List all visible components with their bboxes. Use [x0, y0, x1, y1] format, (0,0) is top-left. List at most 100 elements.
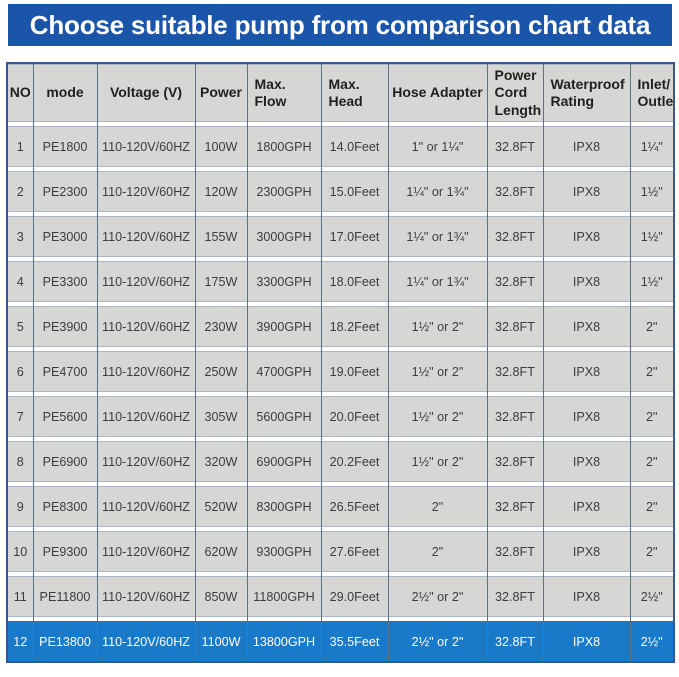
column-header-voltage: Voltage (V)	[96, 63, 195, 126]
column-header-inlet-outlet: Inlet/ Outlet	[629, 63, 674, 126]
table-cell: IPX8	[542, 171, 630, 216]
table-cell: 8	[7, 441, 33, 486]
table-cell: 100W	[194, 126, 247, 171]
table-cell: 2"	[387, 531, 487, 576]
table-cell: 13800GPH	[246, 621, 321, 662]
table-cell: 32.8FT	[486, 621, 543, 662]
table-cell: PE3000	[32, 216, 97, 261]
table-cell: 110-120V/60HZ	[96, 396, 195, 441]
table-header: NO mode Voltage (V) Power Max. Flow Max.…	[7, 63, 674, 126]
table-cell: 2"	[629, 396, 674, 441]
table-cell: IPX8	[542, 486, 630, 531]
table-cell: PE5600	[32, 396, 97, 441]
table-cell: 1	[7, 126, 33, 171]
column-header-hose-adapter: Hose Adapter	[387, 63, 487, 126]
table-cell: PE2300	[32, 171, 97, 216]
table-cell: 3300GPH	[246, 261, 321, 306]
table-cell: 110-120V/60HZ	[96, 216, 195, 261]
table-cell: PE11800	[32, 576, 97, 621]
table-cell: 2"	[629, 486, 674, 531]
table-cell: 2½"	[629, 621, 674, 662]
column-header-mode: mode	[32, 63, 97, 126]
table-cell: 32.8FT	[486, 441, 543, 486]
table-cell: 10	[7, 531, 33, 576]
table-cell: 4	[7, 261, 33, 306]
table-cell: 175W	[194, 261, 247, 306]
table-cell: 110-120V/60HZ	[96, 441, 195, 486]
table-cell: IPX8	[542, 576, 630, 621]
table-cell: 32.8FT	[486, 216, 543, 261]
table-cell: 850W	[194, 576, 247, 621]
table-cell: 1½"	[629, 261, 674, 306]
table-cell: 27.6Feet	[320, 531, 388, 576]
table-body: 1 PE1800 110-120V/60HZ 100W 1800GPH 14.0Feet 1…	[7, 126, 674, 662]
table-cell: 20.0Feet	[320, 396, 388, 441]
table-cell: 17.0Feet	[320, 216, 388, 261]
table-row: 7 PE5600 110-120V/60HZ 305W 5600GPH 20.0Feet 1…	[7, 396, 674, 441]
table-cell: 32.8FT	[486, 171, 543, 216]
table-cell: PE4700	[32, 351, 97, 396]
table-cell: 18.2Feet	[320, 306, 388, 351]
table-cell: 1½" or 2"	[387, 351, 487, 396]
table-cell: 12	[7, 621, 33, 662]
table-cell: 11800GPH	[246, 576, 321, 621]
table-cell: IPX8	[542, 531, 630, 576]
table-cell: 1½" or 2"	[387, 306, 487, 351]
table-cell: 320W	[194, 441, 247, 486]
table-row-highlighted: 12 PE13800 110-120V/60HZ 1100W 13800GPH 35.5F…	[7, 621, 674, 662]
table-cell: 26.5Feet	[320, 486, 388, 531]
table-row: 5 PE3900 110-120V/60HZ 230W 3900GPH 18.2Feet 1…	[7, 306, 674, 351]
table-cell: IPX8	[542, 216, 630, 261]
table-cell: 19.0Feet	[320, 351, 388, 396]
table-cell: 5600GPH	[246, 396, 321, 441]
table-cell: 9300GPH	[246, 531, 321, 576]
table-cell: 2"	[629, 531, 674, 576]
table-cell: 35.5Feet	[320, 621, 388, 662]
table-cell: 1800GPH	[246, 126, 321, 171]
table-cell: 1100W	[194, 621, 247, 662]
table-cell: 32.8FT	[486, 351, 543, 396]
table-cell: 230W	[194, 306, 247, 351]
table-cell: 7	[7, 396, 33, 441]
table-cell: 8300GPH	[246, 486, 321, 531]
table-cell: 110-120V/60HZ	[96, 126, 195, 171]
column-header-power: Power	[194, 63, 247, 126]
table-cell: PE8300	[32, 486, 97, 531]
table-row: 11 PE11800 110-120V/60HZ 850W 11800GPH 29.0Fe…	[7, 576, 674, 621]
table-cell: 5	[7, 306, 33, 351]
table-cell: 1½" or 2"	[387, 396, 487, 441]
table-cell: 1½"	[629, 171, 674, 216]
table-cell: 6	[7, 351, 33, 396]
table-cell: 32.8FT	[486, 306, 543, 351]
table-cell: IPX8	[542, 441, 630, 486]
table-cell: IPX8	[542, 351, 630, 396]
table-cell: 250W	[194, 351, 247, 396]
table-cell: 3900GPH	[246, 306, 321, 351]
column-header-power-cord-length: Power Cord Length	[486, 63, 543, 126]
table-cell: PE3900	[32, 306, 97, 351]
table-cell: 18.0Feet	[320, 261, 388, 306]
table-cell: 2"	[629, 351, 674, 396]
table-cell: 620W	[194, 531, 247, 576]
table-cell: 2300GPH	[246, 171, 321, 216]
column-header-max-flow: Max. Flow	[246, 63, 321, 126]
table-cell: 32.8FT	[486, 531, 543, 576]
table-cell: IPX8	[542, 396, 630, 441]
table-cell: 1¼" or 1¾"	[387, 261, 487, 306]
table-cell: 20.2Feet	[320, 441, 388, 486]
column-header-no: NO	[7, 63, 33, 126]
table-cell: PE9300	[32, 531, 97, 576]
table-cell: 2½" or 2"	[387, 621, 487, 662]
table-cell: 14.0Feet	[320, 126, 388, 171]
table-cell: 110-120V/60HZ	[96, 576, 195, 621]
table-cell: PE6900	[32, 441, 97, 486]
table-row: 2 PE2300 110-120V/60HZ 120W 2300GPH 15.0Feet 1…	[7, 171, 674, 216]
table-row: 1 PE1800 110-120V/60HZ 100W 1800GPH 14.0Feet 1…	[7, 126, 674, 171]
table-cell: 155W	[194, 216, 247, 261]
table-cell: 305W	[194, 396, 247, 441]
table-cell: 32.8FT	[486, 486, 543, 531]
table-row: 8 PE6900 110-120V/60HZ 320W 6900GPH 20.2Feet 1…	[7, 441, 674, 486]
table-cell: 1¼"	[629, 126, 674, 171]
table-cell: 1½"	[629, 216, 674, 261]
table-cell: 520W	[194, 486, 247, 531]
